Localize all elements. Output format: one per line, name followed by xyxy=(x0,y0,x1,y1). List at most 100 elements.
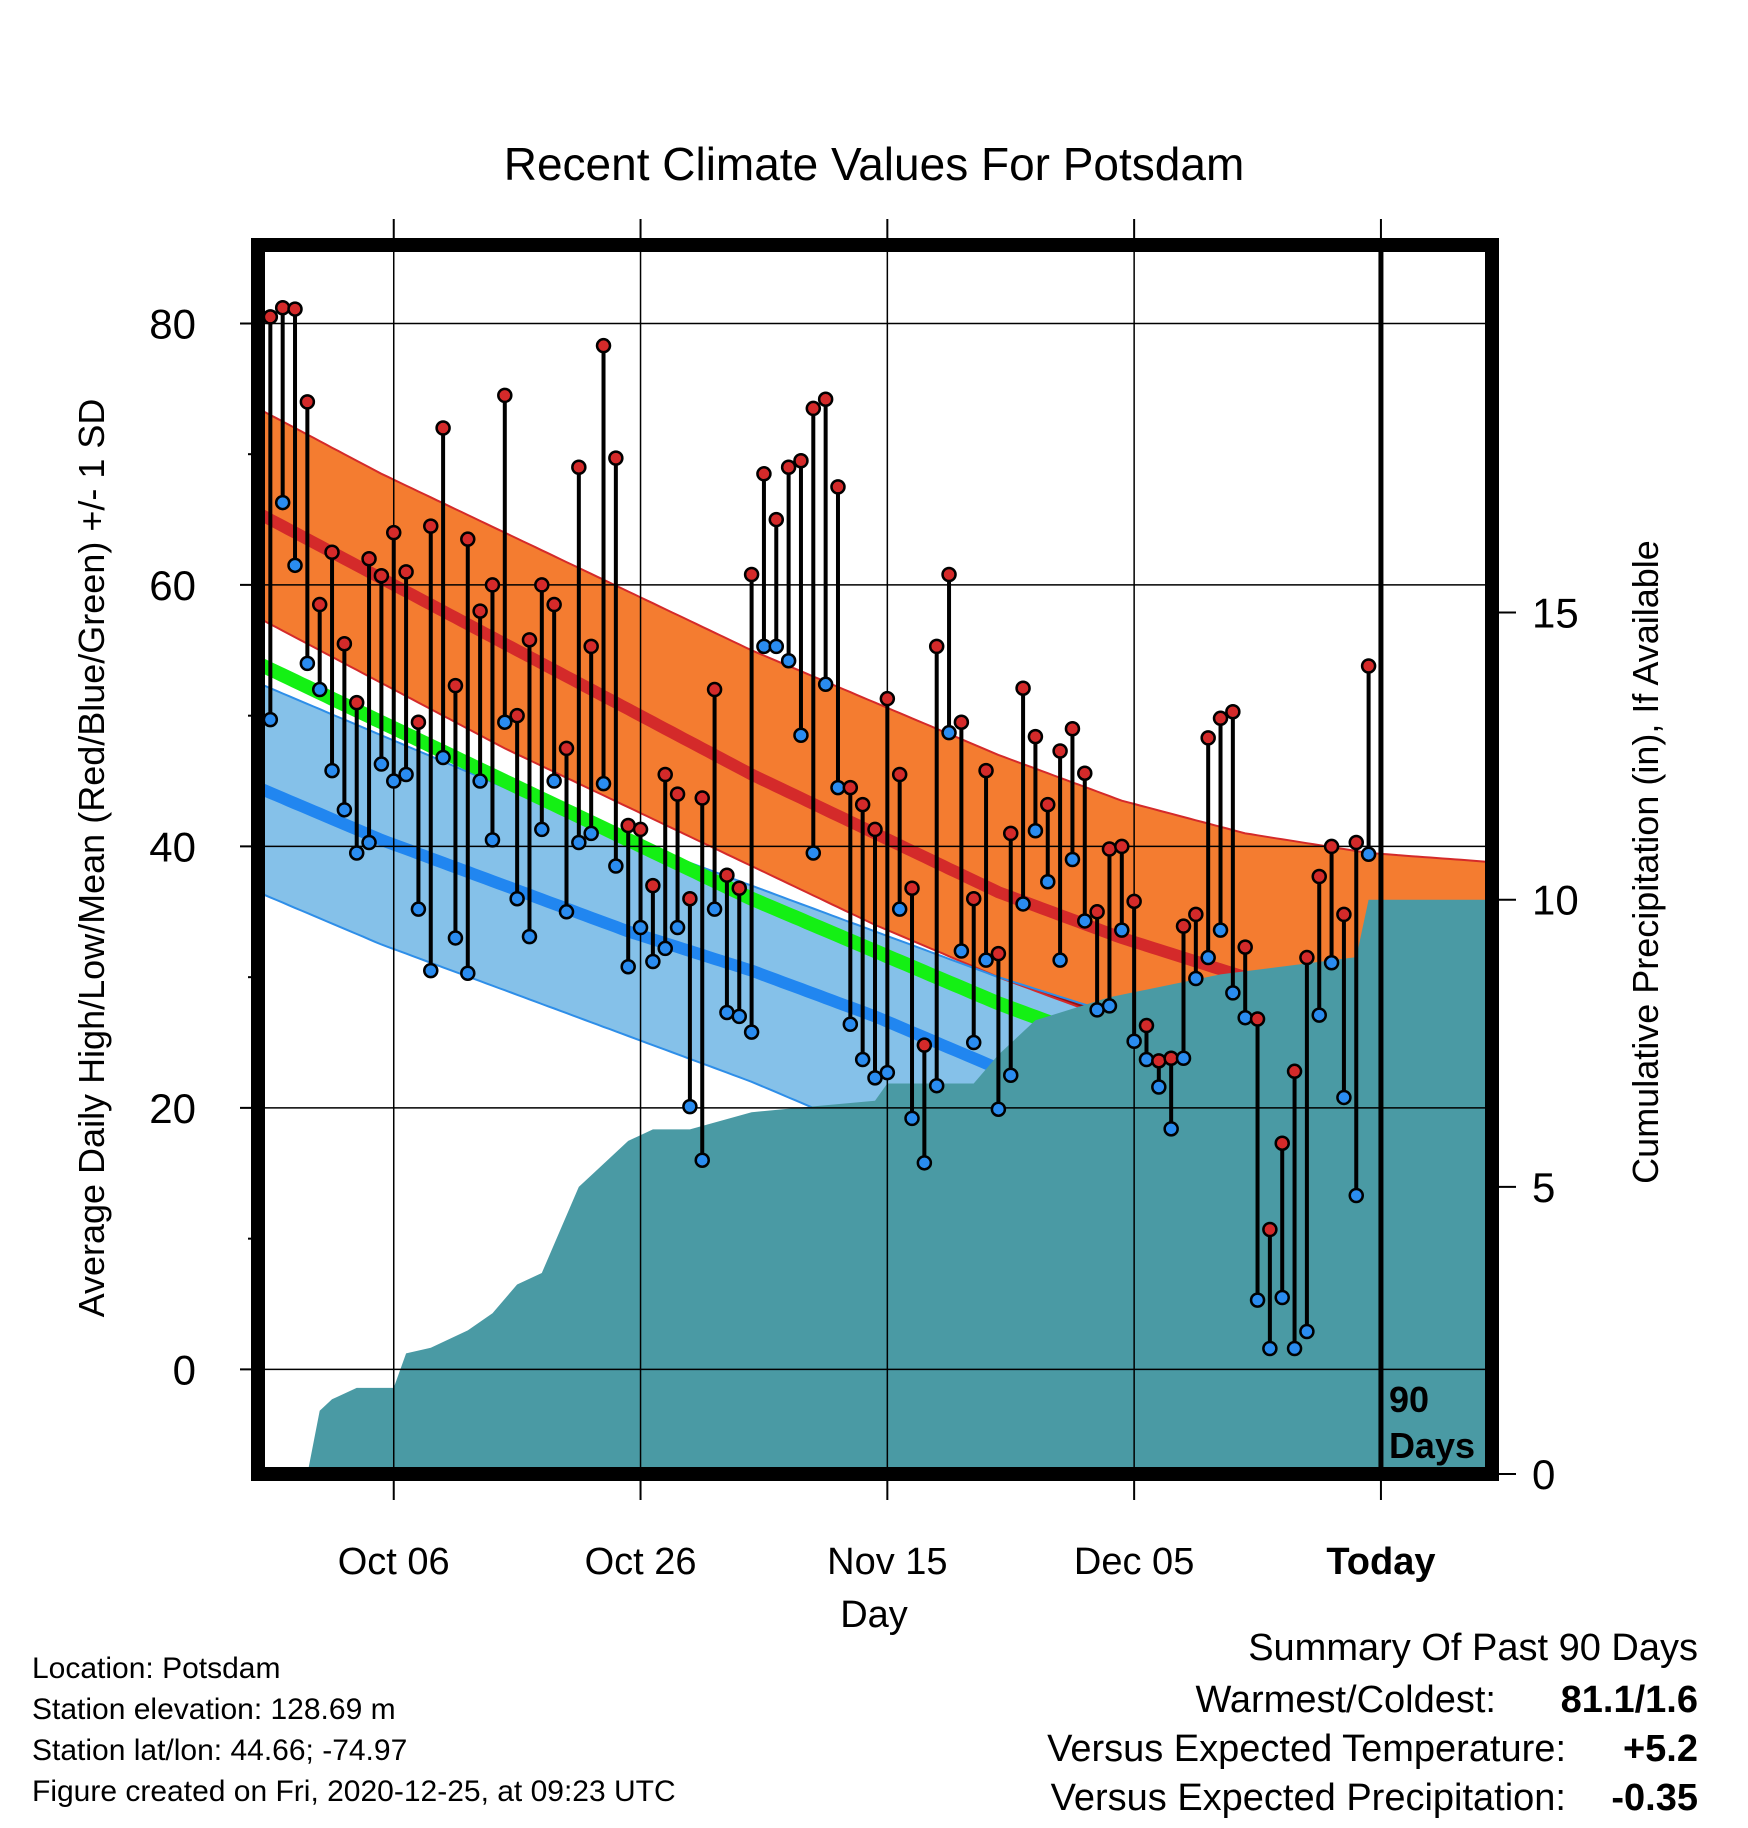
low-point xyxy=(731,1008,748,1025)
y2-tick-label: 15 xyxy=(1532,590,1579,637)
summary-panel: Summary Of Past 90 Days Warmest/Coldest:… xyxy=(1047,1627,1698,1819)
period-number: 90 xyxy=(1389,1379,1429,1420)
high-point xyxy=(1064,721,1081,737)
high-point xyxy=(336,636,353,652)
high-point xyxy=(1225,704,1241,720)
high-point xyxy=(1163,1050,1179,1066)
high-point xyxy=(719,867,735,883)
high-point xyxy=(879,690,896,707)
low-point xyxy=(669,919,686,936)
location-text: Location: Potsdam xyxy=(32,1652,280,1685)
low-point xyxy=(805,845,822,861)
y-tick-label: 0 xyxy=(173,1346,196,1393)
low-point xyxy=(324,762,340,779)
y-axis: 0 20 40 60 80 xyxy=(149,300,258,1393)
high-point xyxy=(953,714,970,730)
low-point xyxy=(916,1155,933,1171)
high-point xyxy=(842,779,859,796)
low-point xyxy=(1175,1050,1192,1066)
low-point xyxy=(793,727,809,744)
low-point xyxy=(274,494,291,511)
high-point xyxy=(583,638,599,655)
low-point xyxy=(262,711,279,728)
high-point xyxy=(978,762,994,779)
high-point xyxy=(460,531,476,547)
low-point xyxy=(410,901,427,917)
low-point xyxy=(497,714,513,730)
high-point xyxy=(1052,743,1068,759)
low-point xyxy=(509,890,525,907)
high-point xyxy=(608,450,624,466)
x-tick-label: Oct 06 xyxy=(338,1541,450,1583)
low-point xyxy=(1064,851,1081,868)
low-point xyxy=(1311,1007,1327,1023)
y-tick-label: 60 xyxy=(149,562,196,609)
low-point xyxy=(990,1101,1007,1117)
low-point xyxy=(1249,1292,1266,1308)
high-point xyxy=(546,596,562,613)
high-point xyxy=(706,681,723,698)
temp-label: Versus Expected Temperature: xyxy=(1047,1728,1566,1770)
plot-content: 90 Days xyxy=(258,245,1492,1474)
high-point xyxy=(324,544,340,560)
high-point xyxy=(1286,1063,1303,1080)
low-point xyxy=(953,943,970,959)
low-point xyxy=(891,901,908,917)
high-point xyxy=(1126,893,1142,910)
high-point xyxy=(990,945,1007,962)
low-point xyxy=(780,653,797,669)
plot-area: 90 Days xyxy=(251,238,1499,1481)
high-point xyxy=(1360,658,1377,674)
high-point xyxy=(1151,1053,1167,1069)
low-point xyxy=(1237,1009,1253,1026)
high-point xyxy=(1138,1017,1155,1034)
high-point xyxy=(348,694,365,711)
y-tick-label: 80 xyxy=(149,300,196,347)
low-point xyxy=(682,1098,698,1115)
high-point xyxy=(1040,796,1056,813)
low-point xyxy=(867,1070,883,1086)
high-point xyxy=(1101,841,1118,857)
low-point xyxy=(1052,952,1068,968)
high-upper-edge xyxy=(258,407,1492,864)
high-point xyxy=(1114,838,1130,855)
elevation-text: Station elevation: 128.69 m xyxy=(32,1693,396,1726)
x-tick-label: Today xyxy=(1326,1541,1435,1583)
high-point xyxy=(497,387,513,404)
high-point xyxy=(743,566,760,583)
low-point xyxy=(1262,1340,1278,1357)
y2-tick-label: 10 xyxy=(1532,877,1579,924)
high-point xyxy=(805,400,822,417)
high-point xyxy=(916,1037,933,1053)
low-point xyxy=(472,773,488,789)
low-point xyxy=(1002,1067,1019,1083)
low-point xyxy=(1151,1079,1167,1095)
low-point xyxy=(817,676,834,693)
high-point xyxy=(1175,918,1192,934)
high-point xyxy=(1077,765,1093,781)
temp-value: +5.2 xyxy=(1623,1728,1698,1770)
low-point xyxy=(879,1064,896,1081)
low-point xyxy=(1336,1089,1352,1106)
high-point xyxy=(904,880,920,897)
high-point xyxy=(891,766,908,783)
high-point xyxy=(854,796,871,813)
low-point xyxy=(423,962,439,979)
high-point xyxy=(287,301,303,317)
low-point xyxy=(830,779,846,796)
warmest-value: 81.1/1.6 xyxy=(1561,1679,1698,1721)
high-point xyxy=(509,707,525,724)
low-point xyxy=(1274,1289,1290,1306)
summary-title: Summary Of Past 90 Days xyxy=(1248,1627,1698,1669)
low-point xyxy=(534,821,550,838)
low-point xyxy=(842,1016,859,1032)
high-point xyxy=(1089,904,1105,920)
high-point xyxy=(423,518,439,534)
low-point xyxy=(1200,949,1216,966)
high-point xyxy=(1311,868,1327,885)
low-point xyxy=(348,845,365,861)
y-tick-label: 20 xyxy=(149,1085,196,1132)
high-point xyxy=(361,551,377,567)
low-point xyxy=(484,832,501,848)
